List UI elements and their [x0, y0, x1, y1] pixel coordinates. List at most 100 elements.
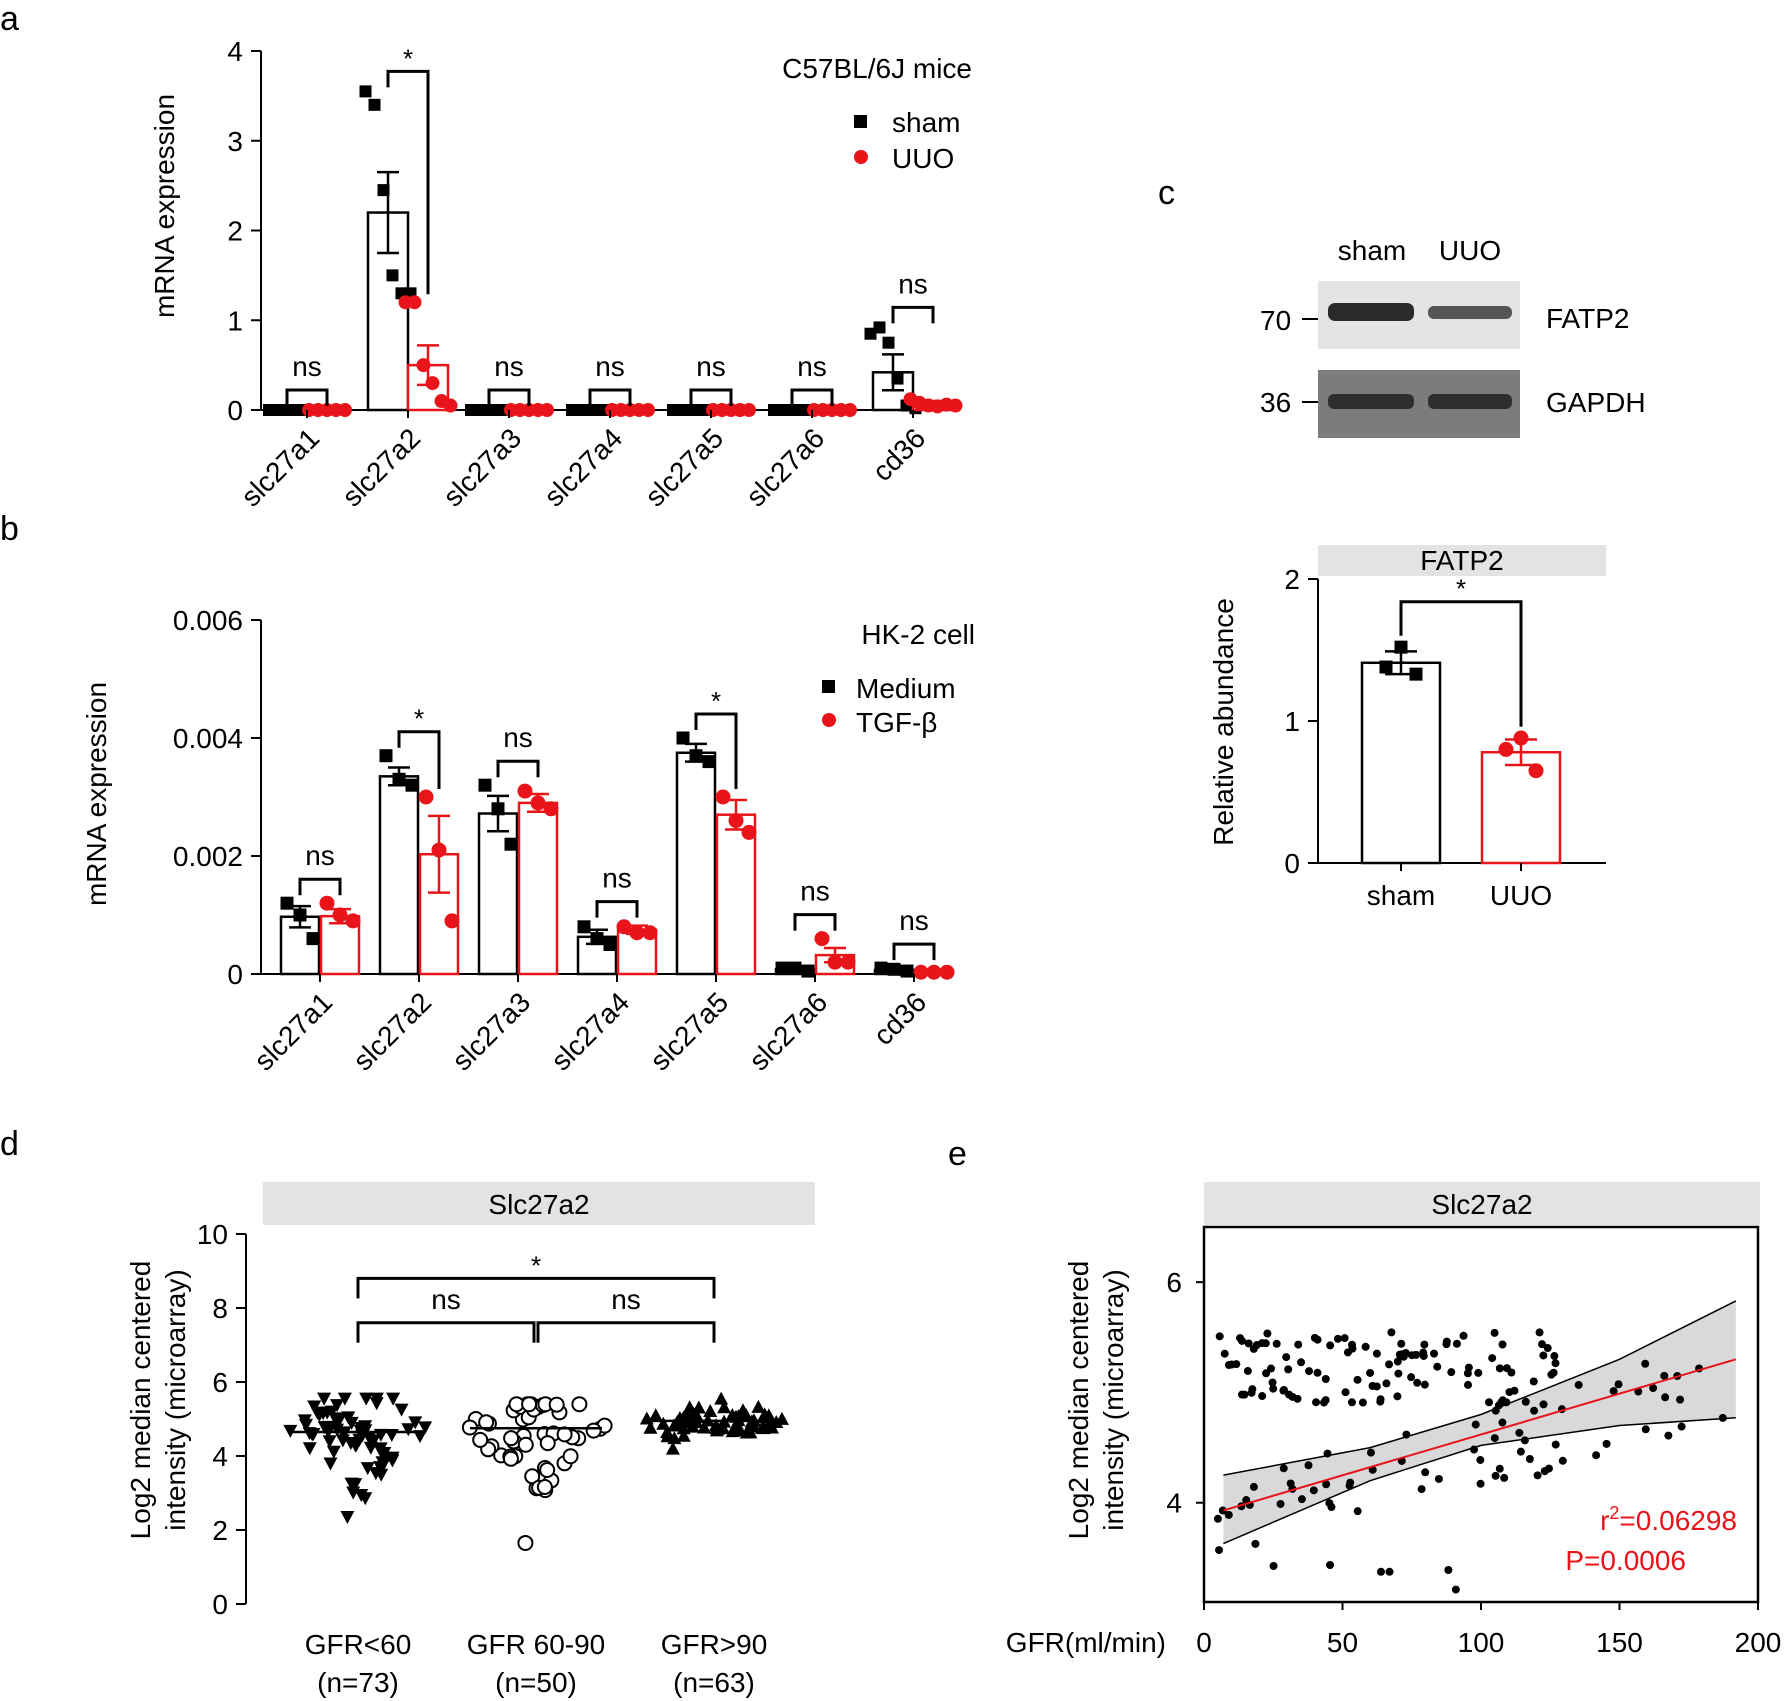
- point-TGF-β-slc27a5: [728, 813, 744, 829]
- point-group-0: [317, 1392, 332, 1406]
- scatter-point: [1421, 1468, 1430, 1477]
- point-group-0: [366, 1434, 381, 1448]
- significance-label-slc27a4: ns: [602, 863, 632, 894]
- scatter-point: [1269, 1384, 1278, 1393]
- y-tick-label: 0: [227, 395, 243, 426]
- scatter-point: [1387, 1328, 1396, 1337]
- point-TGF-β-slc27a4: [642, 925, 658, 941]
- scatter-point: [1393, 1357, 1402, 1366]
- significance-label-slc27a6: ns: [797, 351, 827, 382]
- scatter-point: [1661, 1393, 1670, 1402]
- point-UUO-slc27a6: [843, 403, 857, 417]
- point-group-1: [503, 1430, 520, 1447]
- point-group-0: [358, 1492, 373, 1506]
- scatter-point: [1297, 1495, 1306, 1504]
- scatter-point: [1249, 1482, 1258, 1491]
- point-group-0: [378, 1451, 393, 1465]
- blot-label-fatp2: FATP2: [1546, 303, 1630, 334]
- scatter-point: [1491, 1406, 1500, 1415]
- point-group-0: [418, 1421, 433, 1435]
- scatter-point: [1326, 1561, 1335, 1570]
- scatter-point: [1402, 1430, 1411, 1439]
- x-tick-label-slc27a3: slc27a3: [437, 422, 527, 512]
- scatter-point: [1227, 1360, 1236, 1369]
- significance-bracket-1: [536, 1321, 716, 1343]
- panel-label-e: e: [948, 1135, 967, 1173]
- x-tick-label-slc27a4: slc27a4: [538, 422, 628, 512]
- scatter-point: [1319, 1398, 1328, 1407]
- scatter-point: [1236, 1334, 1245, 1343]
- group-label-2: GFR>90: [661, 1629, 768, 1660]
- point-group-0: [330, 1399, 345, 1413]
- panel-e-r2-sup: 2: [1609, 1503, 1619, 1523]
- significance-label-slc27a1: ns: [292, 351, 322, 382]
- significance-bracket-cd36: [891, 305, 935, 324]
- panel-c-bar-chart: FATP2 Relative abundance 0 1 2 sham UUO *: [1208, 545, 1606, 911]
- scatter-point: [1326, 1341, 1335, 1350]
- scatter-point: [1490, 1434, 1499, 1443]
- scatter-point: [1215, 1332, 1224, 1341]
- scatter-point: [1507, 1368, 1516, 1377]
- point-TGF-β-cd36: [939, 964, 955, 980]
- y-tick-label: 0.004: [173, 723, 243, 754]
- scatter-point: [1333, 1334, 1342, 1343]
- significance-label-slc27a5: ns: [696, 351, 726, 382]
- panel-a-bar-chart: mRNA expression C57BL/6J mice sham UUO 0…: [149, 36, 972, 512]
- bar-TGF-β-slc27a1: [319, 914, 361, 976]
- point-group-0: [316, 1407, 331, 1421]
- x-tick-label-slc27a1: slc27a1: [248, 986, 338, 1076]
- point-group-1: [472, 1431, 489, 1448]
- confidence-lower-line: [1223, 1417, 1736, 1545]
- scatter-point: [1284, 1365, 1293, 1374]
- panel-e-xlabel: GFR(ml/min): [1006, 1627, 1166, 1658]
- scatter-point: [1551, 1359, 1560, 1368]
- point-group-2: [660, 1429, 675, 1443]
- point-UUO-slc27a2: [443, 398, 458, 413]
- scatter-point: [1530, 1406, 1539, 1415]
- legend-a-sham-label: sham: [892, 107, 960, 138]
- scatter-point: [1382, 1379, 1391, 1388]
- scatter-point: [1394, 1369, 1403, 1378]
- scatter-point: [1393, 1392, 1402, 1401]
- scatter-point: [1664, 1431, 1673, 1440]
- regression-line: [1223, 1358, 1737, 1512]
- scatter-point: [1537, 1340, 1546, 1349]
- y-tick-label: 0.006: [173, 605, 243, 636]
- scatter-point: [1718, 1413, 1727, 1422]
- scatter-point: [1312, 1398, 1321, 1407]
- legend-b-medium-label: Medium: [856, 673, 956, 704]
- scatter-point: [1451, 1585, 1460, 1594]
- y-tick-label: 4: [1166, 1488, 1182, 1519]
- significance-bracket-0: [356, 1321, 536, 1343]
- point-TGF-β-slc27a2: [444, 913, 460, 929]
- significance-label-0: ns: [431, 1284, 461, 1315]
- significance-label-slc27a4: ns: [595, 351, 625, 382]
- scatter-point: [1293, 1394, 1302, 1403]
- x-tick-label-slc27a6: slc27a6: [740, 422, 830, 512]
- point-TGF-β-slc27a4: [616, 919, 632, 935]
- significance-label-slc27a3: ns: [494, 351, 524, 382]
- significance-bracket-2: [356, 1276, 716, 1299]
- scatter-point: [1420, 1380, 1429, 1389]
- y-tick-label: 6: [1166, 1267, 1182, 1298]
- panel-label-d: d: [0, 1125, 19, 1163]
- point-group-0: [369, 1397, 384, 1411]
- point-group-2: [643, 1420, 658, 1434]
- point-group-2: [676, 1428, 691, 1442]
- point-Medium-slc27a5: [676, 731, 690, 745]
- panel-e-strip: [1204, 1182, 1760, 1225]
- x-tick-label: 200: [1735, 1627, 1782, 1658]
- point-group-1: [585, 1422, 602, 1439]
- point-group-0: [343, 1436, 358, 1450]
- point-TGF-β-slc27a3: [517, 783, 533, 799]
- significance-bracket-slc27a1: [298, 877, 342, 896]
- point-UUO-slc27a3: [540, 403, 554, 417]
- point-TGF-β-slc27a3: [543, 801, 559, 817]
- group-n-label-0: (n=73): [317, 1667, 399, 1698]
- scatter-point: [1491, 1471, 1500, 1480]
- scatter-point: [1413, 1378, 1422, 1387]
- point-TGF-β-slc27a1: [332, 907, 348, 923]
- y-tick-label: 1: [227, 305, 243, 336]
- point-group-0: [359, 1392, 374, 1406]
- point-Medium-slc27a4: [577, 920, 591, 934]
